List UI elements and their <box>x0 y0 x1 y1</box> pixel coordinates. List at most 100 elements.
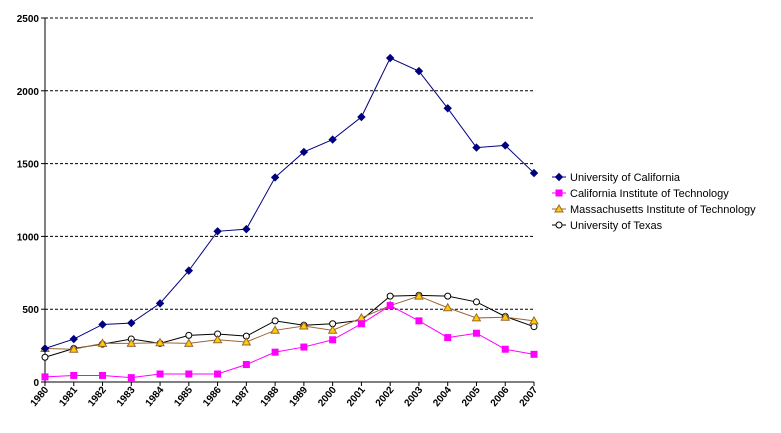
data-point-university-of-california <box>414 66 424 76</box>
x-tick-label: 1983 <box>115 385 138 409</box>
data-point-california-institute-of-technology <box>271 348 279 356</box>
x-tick-label: 2002 <box>374 385 397 409</box>
data-point-university-of-california <box>443 104 452 113</box>
y-tick-label: 500 <box>22 305 39 316</box>
data-point-california-institute-of-technology <box>242 361 250 369</box>
legend-label: University of California <box>570 172 681 184</box>
legend-item-california-institute-of-technology: California Institute of Technology <box>552 188 729 200</box>
legend-item-university-of-texas: University of Texas <box>552 220 663 232</box>
series-line-university-of-california <box>44 57 535 349</box>
legend-marker <box>554 172 564 182</box>
series-university-of-california <box>40 53 539 353</box>
data-point-massachusetts-institute-of-technology <box>212 334 223 344</box>
data-point-university-of-california <box>184 266 194 275</box>
gridlines <box>45 17 534 310</box>
data-point-massachusetts-institute-of-technology <box>155 337 165 347</box>
data-point-california-institute-of-technology <box>70 371 78 379</box>
data-point-university-of-texas <box>386 292 394 300</box>
x-tick-label: 1981 <box>57 385 80 409</box>
data-point-university-of-texas <box>472 298 480 306</box>
data-point-massachusetts-institute-of-technology <box>442 302 453 312</box>
data-point-california-institute-of-technology <box>329 336 337 344</box>
data-point-university-of-california <box>40 344 50 353</box>
y-tick-label: 2000 <box>17 87 40 98</box>
legend: University of California California Insti… <box>552 172 756 232</box>
y-tick-label: 2500 <box>17 14 40 25</box>
data-point-california-institute-of-technology <box>41 373 49 381</box>
axes <box>41 17 535 386</box>
data-point-massachusetts-institute-of-technology <box>68 344 79 353</box>
x-tick-label: 1980 <box>29 385 52 409</box>
data-point-california-institute-of-technology <box>185 370 193 378</box>
data-point-california-institute-of-technology <box>472 329 480 337</box>
legend-marker <box>555 221 563 229</box>
data-point-university-of-texas <box>444 292 452 300</box>
x-tick-label: 2007 <box>518 385 541 409</box>
data-point-massachusetts-institute-of-technology <box>414 291 424 300</box>
x-tick-labels: 1980 1981 1982 1983 1984 1985 1986 1987 1988 1989… <box>29 385 541 409</box>
x-tick-label: 1986 <box>201 385 224 409</box>
data-point-california-institute-of-technology <box>99 371 107 379</box>
data-point-university-of-california <box>69 334 78 344</box>
data-point-massachusetts-institute-of-technology <box>471 312 482 322</box>
legend-label: University of Texas <box>570 220 663 232</box>
x-tick-label: 2003 <box>403 385 426 409</box>
x-tick-label: 1988 <box>259 385 282 409</box>
data-point-massachusetts-institute-of-technology <box>183 338 194 347</box>
data-point-university-of-california <box>127 318 136 328</box>
data-point-university-of-california <box>213 227 222 236</box>
data-point-massachusetts-institute-of-technology <box>299 320 309 330</box>
data-point-university-of-california <box>501 141 510 150</box>
x-tick-label: 2000 <box>316 385 339 409</box>
x-tick-label: 1984 <box>144 385 167 409</box>
data-point-university-of-california <box>385 53 395 63</box>
series-line-massachusetts-institute-of-technology <box>44 295 535 350</box>
data-point-california-institute-of-technology <box>444 334 452 342</box>
legend-label: California Institute of Technology <box>570 188 729 200</box>
y-tick-label: 1000 <box>17 232 40 243</box>
data-point-university-of-california <box>299 147 309 157</box>
legend-item-massachusetts-institute-of-technology: Massachusetts Institute of Technology <box>552 203 756 216</box>
data-point-california-institute-of-technology <box>501 345 509 353</box>
data-point-california-institute-of-technology <box>386 302 394 310</box>
series-line-california-institute-of-technology <box>44 304 535 379</box>
data-point-university-of-texas <box>185 331 193 339</box>
legend-marker <box>554 203 564 213</box>
x-tick-label: 2004 <box>431 385 454 409</box>
x-tick-label: 1985 <box>172 385 195 409</box>
x-tick-label: 1989 <box>287 385 310 409</box>
data-point-massachusetts-institute-of-technology <box>270 325 280 334</box>
data-point-california-institute-of-technology <box>156 370 164 378</box>
data-point-california-institute-of-technology <box>214 370 222 378</box>
legend-marker <box>555 189 563 197</box>
series-california-institute-of-technology <box>41 302 538 382</box>
data-point-university-of-texas <box>271 317 279 325</box>
x-tick-label: 2001 <box>345 385 368 409</box>
x-tick-label: 1982 <box>86 385 109 409</box>
y-tick-label: 0 <box>33 378 39 389</box>
data-point-massachusetts-institute-of-technology <box>97 338 108 347</box>
data-point-california-institute-of-technology <box>415 317 423 325</box>
series-group <box>40 53 539 382</box>
data-point-california-institute-of-technology <box>357 320 365 328</box>
data-point-university-of-california <box>529 168 539 178</box>
x-tick-label: 2005 <box>460 385 483 409</box>
data-point-california-institute-of-technology <box>300 343 308 351</box>
data-point-university-of-texas <box>530 323 538 331</box>
legend-item-university-of-california: University of California <box>552 172 681 184</box>
data-point-massachusetts-institute-of-technology <box>327 325 338 334</box>
data-point-university-of-california <box>328 135 337 144</box>
data-point-california-institute-of-technology <box>530 350 538 358</box>
data-point-university-of-texas <box>41 353 49 361</box>
data-point-university-of-california <box>357 112 366 122</box>
data-point-university-of-california <box>242 224 251 234</box>
y-tick-labels: 0 500 1000 1500 2000 2500 <box>17 14 40 389</box>
data-point-massachusetts-institute-of-technology <box>126 338 137 347</box>
series-line-university-of-texas <box>44 294 535 358</box>
y-tick-label: 1500 <box>17 160 40 171</box>
data-point-university-of-california <box>98 320 107 329</box>
data-point-university-of-california <box>155 299 165 308</box>
data-point-university-of-california <box>270 173 280 182</box>
data-point-california-institute-of-technology <box>127 374 135 382</box>
